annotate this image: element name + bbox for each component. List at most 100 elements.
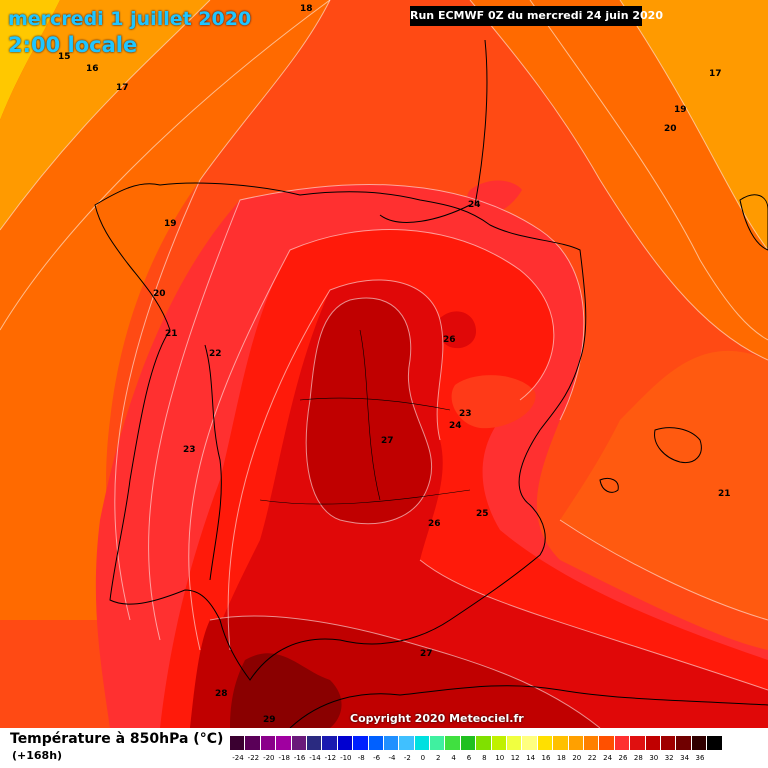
color-scale-tick-label: 20 bbox=[572, 754, 582, 762]
coastline-sardinia bbox=[739, 194, 768, 251]
color-swatch bbox=[568, 736, 584, 750]
color-scale-tick-label: -10 bbox=[340, 754, 352, 762]
coastline-france bbox=[379, 39, 488, 223]
isotherm-label: 22 bbox=[209, 349, 222, 359]
field-18-20-nw bbox=[0, 0, 330, 620]
isotherm-27 bbox=[305, 297, 433, 525]
coastlines bbox=[94, 39, 768, 728]
coastline-ibiza bbox=[599, 477, 619, 493]
color-scale-tick-label: -14 bbox=[309, 754, 321, 762]
color-scale-tick-label: -8 bbox=[357, 754, 365, 762]
legend-title: Température à 850hPa (°C) bbox=[10, 731, 224, 747]
color-swatch bbox=[368, 736, 384, 750]
isotherm-label: 19 bbox=[164, 219, 177, 229]
isotherm-label: 27 bbox=[420, 649, 433, 659]
color-swatch bbox=[399, 736, 415, 750]
legend-bar: Température à 850hPa (°C) (+168h) -24 -22… bbox=[0, 728, 768, 768]
isotherm-19-ne bbox=[469, 0, 768, 361]
isotherm-label: 16 bbox=[86, 64, 99, 74]
isotherm-22 bbox=[227, 279, 444, 651]
isotherm-label: 20 bbox=[664, 124, 677, 134]
isotherm-27-s bbox=[209, 615, 601, 728]
isotherm-26-s bbox=[419, 559, 768, 691]
color-swatch bbox=[583, 736, 600, 750]
isotherm-lines bbox=[0, 0, 768, 728]
color-swatch bbox=[260, 736, 277, 750]
field-16-18-ne bbox=[620, 0, 768, 250]
isotherm-label: 29 bbox=[263, 715, 276, 725]
border-regions bbox=[259, 329, 471, 505]
field-28-30 bbox=[306, 298, 432, 524]
isotherm-20 bbox=[148, 184, 585, 641]
color-swatch bbox=[322, 736, 338, 750]
isotherm-label: 21 bbox=[165, 329, 178, 339]
color-swatch bbox=[476, 736, 492, 750]
color-scale-tick-label: 22 bbox=[587, 754, 597, 762]
isotherm-21-e bbox=[559, 519, 768, 621]
color-scale-tick-label: 12 bbox=[510, 754, 520, 762]
color-swatch bbox=[353, 736, 369, 750]
isotherm-21 bbox=[188, 229, 555, 651]
color-scale-tick-label: -20 bbox=[263, 754, 275, 762]
color-scale-tick-label: 16 bbox=[541, 754, 551, 762]
isotherm-label: 20 bbox=[153, 289, 166, 299]
isotherm-labels: 18 15 16 17 17 19 20 19 20 21 22 23 24 2… bbox=[58, 4, 731, 725]
forecast-time: 2:00 locale bbox=[8, 33, 138, 57]
model-run-label: Run ECMWF 0Z du mercredi 24 juin 2020 bbox=[410, 6, 663, 26]
forecast-date: mercredi 1 juillet 2020 bbox=[8, 8, 252, 30]
temperature-map: 18 15 16 17 17 19 20 19 20 21 22 23 24 2… bbox=[0, 0, 768, 728]
isotherm-label: 15 bbox=[58, 52, 71, 62]
isotherm-label: 18 bbox=[300, 4, 313, 14]
color-scale-tick-label: -4 bbox=[388, 754, 396, 762]
coastline-morocco bbox=[289, 685, 768, 728]
isotherm-20-ne bbox=[529, 0, 768, 341]
border-portugal bbox=[204, 344, 222, 581]
color-scale-tick-label: 18 bbox=[556, 754, 566, 762]
field-30-plus bbox=[230, 653, 342, 728]
field-16-18-nw bbox=[0, 0, 210, 230]
color-scale-tick-label: -24 bbox=[232, 754, 244, 762]
field-20-22-east bbox=[560, 350, 768, 620]
color-swatch bbox=[537, 736, 554, 750]
color-swatch bbox=[337, 736, 354, 750]
color-swatch bbox=[553, 736, 569, 750]
color-swatch bbox=[306, 736, 323, 750]
color-scale-ticks: -24 -22 -20 -18 -16 -14 -12 -10 -8 -6 -4 -2 0 2 4 6 8 10 1… bbox=[230, 754, 704, 766]
color-scale-tick-label: -16 bbox=[293, 754, 306, 762]
cell-26 bbox=[436, 311, 477, 349]
color-scale-tick-label: -22 bbox=[247, 754, 260, 762]
color-swatch bbox=[707, 736, 723, 750]
color-scale-tick-label: -18 bbox=[278, 754, 290, 762]
color-scale-tick-label: -12 bbox=[324, 754, 337, 762]
color-scale bbox=[230, 736, 723, 750]
legend-subtitle: (+168h) bbox=[12, 749, 63, 762]
color-swatch bbox=[460, 736, 477, 750]
color-scale-tick-label: 2 bbox=[435, 754, 441, 762]
color-scale-tick-label: 36 bbox=[695, 754, 705, 762]
isotherm-label: 26 bbox=[443, 335, 456, 345]
color-swatch bbox=[691, 736, 708, 750]
isotherm-label: 27 bbox=[381, 436, 394, 446]
isotherm-19 bbox=[114, 0, 331, 621]
isotherm-label: 24 bbox=[449, 421, 462, 431]
color-scale-tick-label: 28 bbox=[633, 754, 643, 762]
color-swatch bbox=[630, 736, 646, 750]
color-swatch bbox=[445, 736, 461, 750]
color-scale-tick-label: 26 bbox=[618, 754, 628, 762]
cell-24-north bbox=[467, 180, 522, 215]
isotherm-label: 28 bbox=[215, 689, 228, 699]
isotherm-label: 26 bbox=[428, 519, 441, 529]
color-swatch bbox=[614, 736, 631, 750]
isotherm-label: 21 bbox=[718, 489, 731, 499]
color-scale-tick-label: 10 bbox=[495, 754, 505, 762]
color-scale-tick-label: -2 bbox=[403, 754, 411, 762]
isotherm-18 bbox=[0, 0, 331, 331]
isotherm-label: 23 bbox=[183, 445, 196, 455]
coastline-mallorca bbox=[654, 427, 702, 464]
color-scale-tick-label: -6 bbox=[373, 754, 381, 762]
isotherm-label: 17 bbox=[709, 69, 722, 79]
color-scale-tick-label: 32 bbox=[664, 754, 674, 762]
color-scale-tick-label: 0 bbox=[420, 754, 426, 762]
isotherm-label: 23 bbox=[459, 409, 472, 419]
color-swatch bbox=[245, 736, 261, 750]
